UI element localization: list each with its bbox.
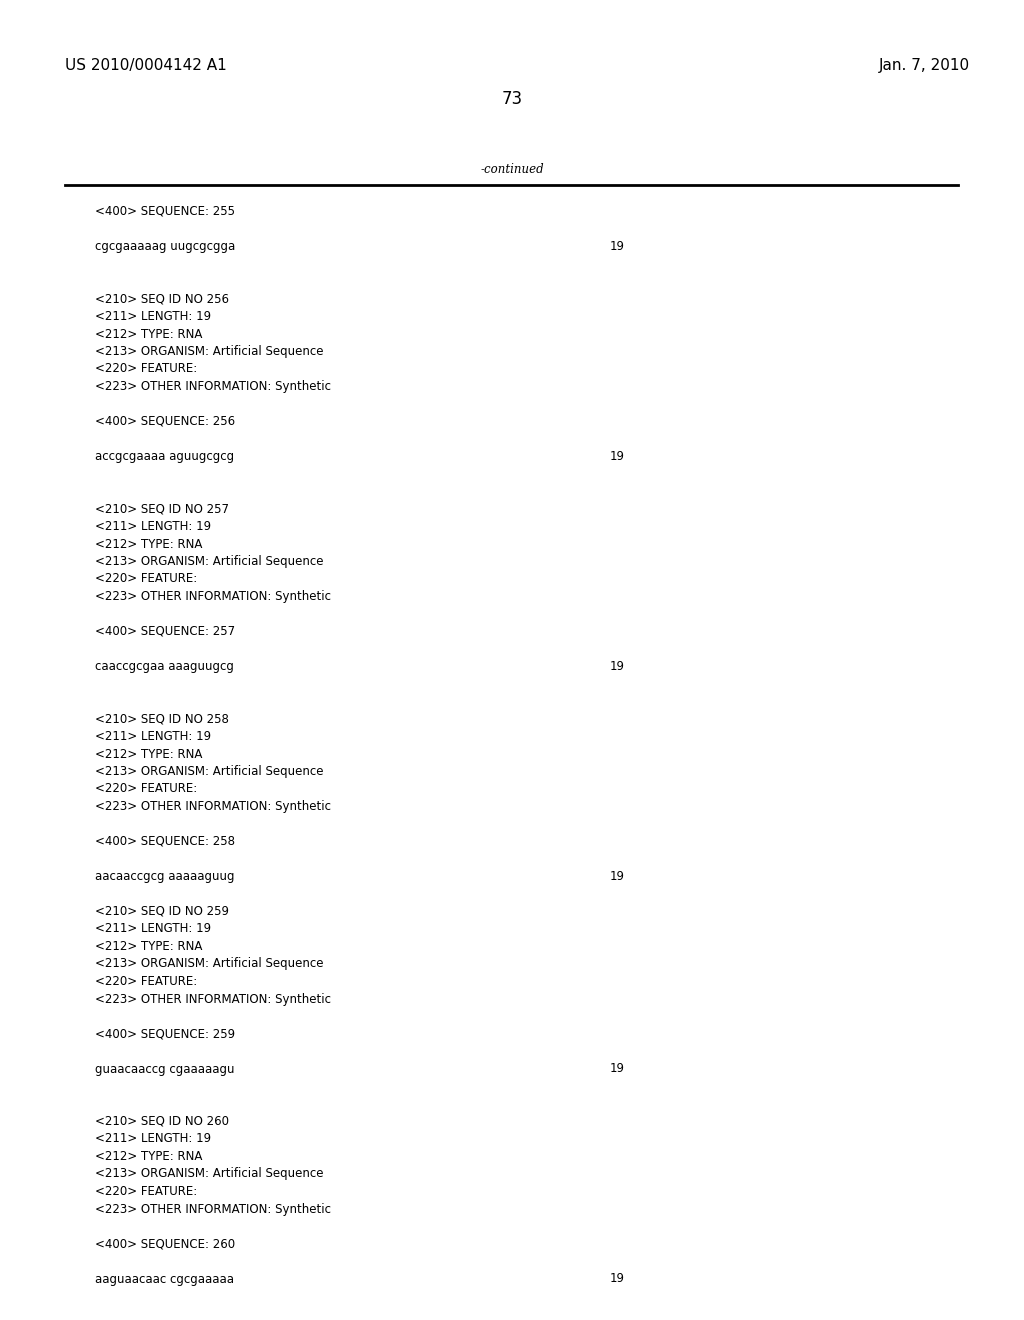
Text: <211> LENGTH: 19: <211> LENGTH: 19 xyxy=(95,520,211,533)
Text: <220> FEATURE:: <220> FEATURE: xyxy=(95,975,198,987)
Text: <212> TYPE: RNA: <212> TYPE: RNA xyxy=(95,1150,203,1163)
Text: -continued: -continued xyxy=(480,162,544,176)
Text: aaguaacaac cgcgaaaaa: aaguaacaac cgcgaaaaa xyxy=(95,1272,234,1286)
Text: Jan. 7, 2010: Jan. 7, 2010 xyxy=(879,58,970,73)
Text: <223> OTHER INFORMATION: Synthetic: <223> OTHER INFORMATION: Synthetic xyxy=(95,1203,331,1216)
Text: <210> SEQ ID NO 257: <210> SEQ ID NO 257 xyxy=(95,503,229,516)
Text: <213> ORGANISM: Artificial Sequence: <213> ORGANISM: Artificial Sequence xyxy=(95,1167,324,1180)
Text: 19: 19 xyxy=(610,450,625,463)
Text: <212> TYPE: RNA: <212> TYPE: RNA xyxy=(95,327,203,341)
Text: <210> SEQ ID NO 259: <210> SEQ ID NO 259 xyxy=(95,906,229,917)
Text: <213> ORGANISM: Artificial Sequence: <213> ORGANISM: Artificial Sequence xyxy=(95,345,324,358)
Text: <220> FEATURE:: <220> FEATURE: xyxy=(95,1185,198,1199)
Text: <213> ORGANISM: Artificial Sequence: <213> ORGANISM: Artificial Sequence xyxy=(95,554,324,568)
Text: <213> ORGANISM: Artificial Sequence: <213> ORGANISM: Artificial Sequence xyxy=(95,766,324,777)
Text: <213> ORGANISM: Artificial Sequence: <213> ORGANISM: Artificial Sequence xyxy=(95,957,324,970)
Text: <223> OTHER INFORMATION: Synthetic: <223> OTHER INFORMATION: Synthetic xyxy=(95,590,331,603)
Text: 19: 19 xyxy=(610,870,625,883)
Text: 19: 19 xyxy=(610,240,625,253)
Text: <212> TYPE: RNA: <212> TYPE: RNA xyxy=(95,537,203,550)
Text: <400> SEQUENCE: 257: <400> SEQUENCE: 257 xyxy=(95,624,236,638)
Text: accgcgaaaa aguugcgcg: accgcgaaaa aguugcgcg xyxy=(95,450,234,463)
Text: <223> OTHER INFORMATION: Synthetic: <223> OTHER INFORMATION: Synthetic xyxy=(95,380,331,393)
Text: caaccgcgaa aaaguugcg: caaccgcgaa aaaguugcg xyxy=(95,660,233,673)
Text: <212> TYPE: RNA: <212> TYPE: RNA xyxy=(95,940,203,953)
Text: <223> OTHER INFORMATION: Synthetic: <223> OTHER INFORMATION: Synthetic xyxy=(95,993,331,1006)
Text: <400> SEQUENCE: 258: <400> SEQUENCE: 258 xyxy=(95,836,234,847)
Text: <400> SEQUENCE: 256: <400> SEQUENCE: 256 xyxy=(95,414,236,428)
Text: <210> SEQ ID NO 260: <210> SEQ ID NO 260 xyxy=(95,1115,229,1129)
Text: <220> FEATURE:: <220> FEATURE: xyxy=(95,363,198,375)
Text: US 2010/0004142 A1: US 2010/0004142 A1 xyxy=(65,58,226,73)
Text: <220> FEATURE:: <220> FEATURE: xyxy=(95,783,198,796)
Text: <220> FEATURE:: <220> FEATURE: xyxy=(95,573,198,586)
Text: aacaaccgcg aaaaaguug: aacaaccgcg aaaaaguug xyxy=(95,870,234,883)
Text: <211> LENGTH: 19: <211> LENGTH: 19 xyxy=(95,1133,211,1146)
Text: <211> LENGTH: 19: <211> LENGTH: 19 xyxy=(95,310,211,323)
Text: <400> SEQUENCE: 259: <400> SEQUENCE: 259 xyxy=(95,1027,236,1040)
Text: 19: 19 xyxy=(610,660,625,673)
Text: <223> OTHER INFORMATION: Synthetic: <223> OTHER INFORMATION: Synthetic xyxy=(95,800,331,813)
Text: <212> TYPE: RNA: <212> TYPE: RNA xyxy=(95,747,203,760)
Text: <400> SEQUENCE: 255: <400> SEQUENCE: 255 xyxy=(95,205,234,218)
Text: <400> SEQUENCE: 260: <400> SEQUENCE: 260 xyxy=(95,1238,236,1250)
Text: 19: 19 xyxy=(610,1272,625,1286)
Text: <210> SEQ ID NO 256: <210> SEQ ID NO 256 xyxy=(95,293,229,305)
Text: 19: 19 xyxy=(610,1063,625,1076)
Text: <211> LENGTH: 19: <211> LENGTH: 19 xyxy=(95,730,211,743)
Text: guaacaaccg cgaaaaagu: guaacaaccg cgaaaaagu xyxy=(95,1063,234,1076)
Text: <211> LENGTH: 19: <211> LENGTH: 19 xyxy=(95,923,211,936)
Text: cgcgaaaaag uugcgcgga: cgcgaaaaag uugcgcgga xyxy=(95,240,236,253)
Text: <210> SEQ ID NO 258: <210> SEQ ID NO 258 xyxy=(95,713,229,726)
Text: 73: 73 xyxy=(502,90,522,108)
